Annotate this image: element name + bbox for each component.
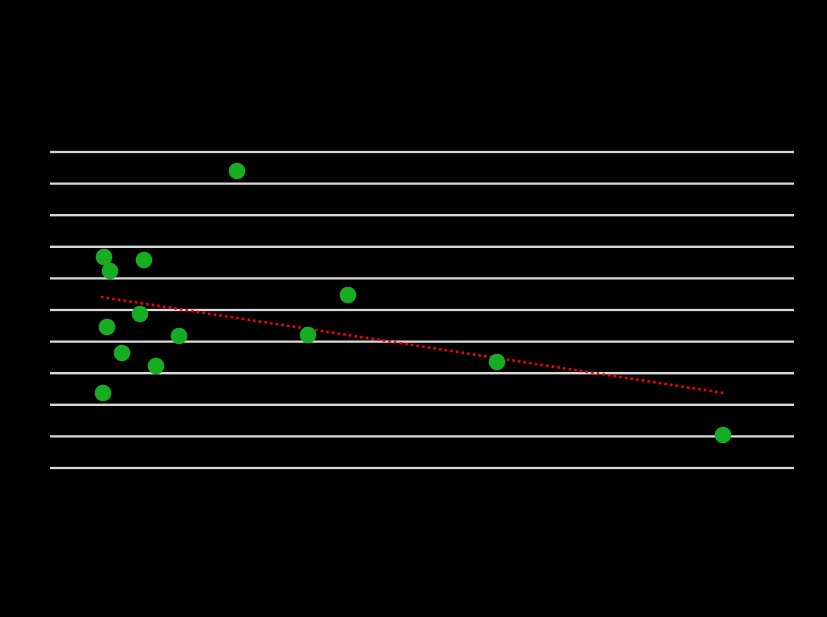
scatter-point — [339, 286, 357, 304]
scatter-point — [228, 162, 246, 180]
trendline — [100, 295, 725, 395]
scatter-point — [488, 353, 506, 371]
scatter-point — [113, 344, 131, 362]
scatter-point — [101, 262, 119, 280]
scatter-point — [98, 318, 116, 336]
scatter-point — [147, 357, 165, 375]
scatter-point — [299, 326, 317, 344]
scatter-point — [95, 248, 113, 266]
scatter-point — [714, 426, 732, 444]
scatter-point — [131, 305, 149, 323]
scatter-point — [170, 327, 188, 345]
scatter-point — [135, 251, 153, 269]
scatter-point — [94, 384, 112, 402]
